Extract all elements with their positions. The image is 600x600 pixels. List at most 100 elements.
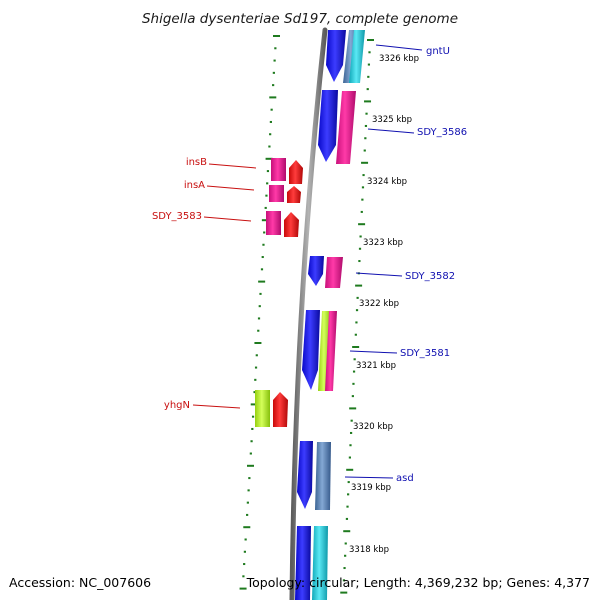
- label-leader: [344, 476, 394, 479]
- tick-minor: [342, 579, 346, 582]
- tick-minor: [264, 206, 267, 209]
- tick-minor: [347, 481, 350, 484]
- label-leader: [375, 44, 423, 51]
- tick-minor: [272, 84, 275, 87]
- tick-minor: [254, 378, 257, 381]
- gene-feature: [287, 186, 301, 203]
- tick-minor: [242, 575, 245, 578]
- tick-minor: [368, 51, 371, 54]
- scale-labels: 3326 kbp 3325 kbp 3324 kbp 3323 kbp 3322…: [349, 54, 419, 555]
- tick-minor: [250, 440, 253, 443]
- tick-major: [361, 161, 369, 164]
- tick-minor: [347, 493, 350, 496]
- label-leader: [367, 128, 415, 134]
- label-leader: [192, 404, 241, 409]
- scale-label: 3324 kbp: [367, 177, 407, 187]
- scale-label: 3318 kbp: [349, 545, 389, 555]
- tick-minor: [351, 395, 354, 398]
- tick-minor: [363, 149, 366, 152]
- gene-label[interactable]: asd: [396, 473, 414, 484]
- tick-minor: [360, 210, 363, 213]
- gene-feature: [326, 30, 346, 82]
- tick-minor: [359, 235, 362, 238]
- tick-minor: [265, 194, 268, 197]
- tick-minor: [366, 88, 369, 91]
- gene-feature: [295, 526, 311, 600]
- tick-minor: [350, 419, 353, 422]
- gene-feature: [336, 91, 356, 164]
- gene-label[interactable]: SDY_3583: [152, 211, 202, 222]
- tick-minor: [246, 501, 249, 504]
- gene-label[interactable]: SDY_3581: [400, 348, 450, 359]
- tick-track-right: [340, 39, 374, 594]
- gene-feature: [271, 158, 286, 181]
- tick-major: [250, 403, 258, 406]
- tick-major: [340, 591, 348, 594]
- tick-minor: [269, 120, 272, 123]
- tick-minor: [259, 292, 262, 295]
- tick-minor: [354, 333, 357, 336]
- tick-minor: [266, 170, 270, 173]
- tick-major: [239, 587, 247, 590]
- label-leader: [203, 216, 252, 222]
- tick-minor: [248, 477, 251, 480]
- gene-label[interactable]: SDY_3582: [405, 271, 455, 282]
- features-left-strand: [255, 158, 303, 427]
- tick-major: [367, 39, 374, 41]
- tick-minor: [361, 198, 364, 201]
- tick-minor: [367, 63, 371, 66]
- tick-minor: [345, 517, 349, 520]
- tick-minor: [358, 247, 362, 250]
- tick-minor: [255, 354, 258, 357]
- gene-label[interactable]: insA: [184, 180, 205, 191]
- scale-label: 3320 kbp: [353, 422, 393, 432]
- tick-major: [246, 464, 254, 467]
- tick-minor: [266, 182, 269, 185]
- tick-minor: [364, 124, 368, 127]
- tick-minor: [246, 513, 249, 516]
- gene-label[interactable]: yhgN: [164, 400, 190, 411]
- scale-label: 3321 kbp: [356, 361, 396, 371]
- tick-minor: [355, 321, 358, 324]
- tick-minor: [348, 456, 351, 459]
- gene-labels-right: gntU SDY_3586 SDY_3582 SDY_3581 asd: [344, 44, 467, 484]
- gene-feature: [349, 30, 365, 83]
- gene-label[interactable]: insB: [186, 157, 207, 168]
- gene-feature: [269, 185, 284, 202]
- tick-minor: [352, 370, 356, 373]
- tick-minor: [247, 489, 250, 492]
- tick-major: [258, 280, 266, 283]
- tick-major: [265, 157, 273, 160]
- label-leader: [349, 350, 398, 354]
- tick-minor: [243, 550, 246, 553]
- gene-label[interactable]: SDY_3586: [417, 127, 467, 138]
- features-right-strand: [295, 30, 365, 600]
- gene-feature: [315, 442, 331, 510]
- gene-feature: [308, 256, 324, 286]
- accession-text: Accession: NC_007606: [9, 575, 151, 590]
- gene-feature: [318, 90, 338, 162]
- tick-major: [358, 223, 366, 226]
- tick-minor: [365, 112, 368, 115]
- tick-minor: [349, 431, 353, 434]
- tick-minor: [268, 145, 271, 148]
- gene-label[interactable]: gntU: [426, 46, 450, 57]
- tick-minor: [269, 133, 272, 136]
- tick-major: [349, 407, 357, 410]
- tick-minor: [353, 358, 356, 361]
- tick-minor: [346, 505, 349, 508]
- gene-feature: [284, 212, 299, 237]
- genome-backbone: [289, 27, 328, 600]
- tick-minor: [244, 538, 247, 541]
- tick-minor: [343, 567, 346, 570]
- tick-minor: [243, 563, 246, 566]
- tick-minor: [274, 47, 277, 50]
- tick-minor: [272, 71, 275, 74]
- scale-label: 3326 kbp: [379, 54, 419, 64]
- tick-major: [261, 219, 269, 222]
- gene-feature: [302, 310, 320, 390]
- tick-minor: [362, 174, 365, 177]
- tick-major: [269, 96, 277, 99]
- gene-feature: [297, 441, 313, 509]
